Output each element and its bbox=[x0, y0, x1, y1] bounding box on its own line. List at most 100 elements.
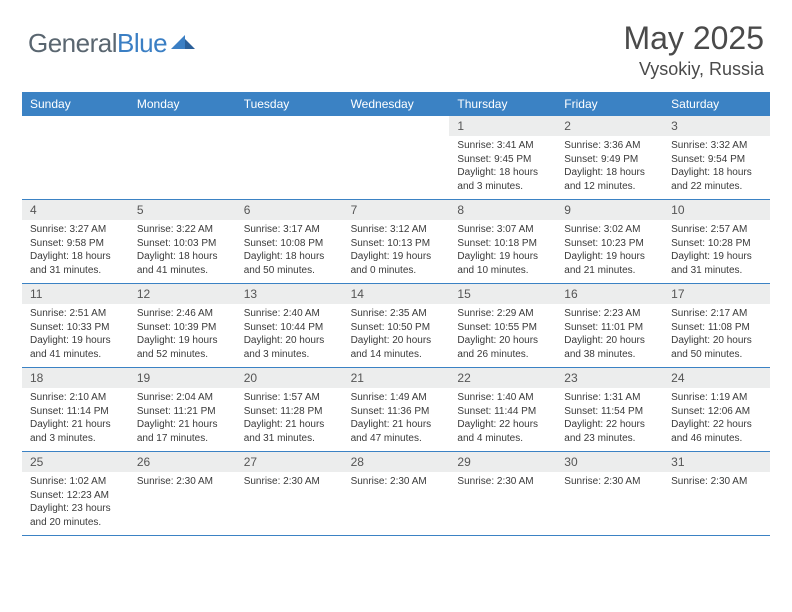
day-cell bbox=[236, 116, 343, 199]
day-line: Sunrise: 2:35 AM bbox=[351, 307, 442, 321]
day-cell: 2Sunrise: 3:36 AMSunset: 9:49 PMDaylight… bbox=[556, 116, 663, 199]
day-line: Daylight: 18 hours and 22 minutes. bbox=[671, 166, 762, 193]
day-header: Wednesday bbox=[343, 92, 450, 116]
day-cell: 20Sunrise: 1:57 AMSunset: 11:28 PMDaylig… bbox=[236, 368, 343, 451]
week-row: 18Sunrise: 2:10 AMSunset: 11:14 PMDaylig… bbox=[22, 368, 770, 452]
day-header: Saturday bbox=[663, 92, 770, 116]
triangle-icon bbox=[171, 31, 195, 56]
day-line: Sunrise: 2:30 AM bbox=[244, 475, 335, 489]
logo: GeneralBlue bbox=[28, 20, 195, 59]
day-body: Sunrise: 1:02 AMSunset: 12:23 AMDaylight… bbox=[22, 472, 129, 535]
day-cell: 11Sunrise: 2:51 AMSunset: 10:33 PMDaylig… bbox=[22, 284, 129, 367]
day-line: Daylight: 19 hours and 52 minutes. bbox=[137, 334, 228, 361]
day-line: Sunrise: 2:30 AM bbox=[457, 475, 548, 489]
day-line: Daylight: 20 hours and 14 minutes. bbox=[351, 334, 442, 361]
day-line: Sunrise: 3:02 AM bbox=[564, 223, 655, 237]
day-cell: 8Sunrise: 3:07 AMSunset: 10:18 PMDayligh… bbox=[449, 200, 556, 283]
day-line: Sunrise: 1:19 AM bbox=[671, 391, 762, 405]
day-line: Daylight: 20 hours and 50 minutes. bbox=[671, 334, 762, 361]
day-line: Sunrise: 2:30 AM bbox=[351, 475, 442, 489]
day-line: Daylight: 18 hours and 31 minutes. bbox=[30, 250, 121, 277]
day-number: 12 bbox=[129, 284, 236, 304]
day-line: Sunrise: 2:51 AM bbox=[30, 307, 121, 321]
day-number: 2 bbox=[556, 116, 663, 136]
day-line: Sunset: 11:01 PM bbox=[564, 321, 655, 335]
day-line: Sunrise: 3:17 AM bbox=[244, 223, 335, 237]
day-cell: 22Sunrise: 1:40 AMSunset: 11:44 PMDaylig… bbox=[449, 368, 556, 451]
day-header: Tuesday bbox=[236, 92, 343, 116]
day-line: Daylight: 22 hours and 46 minutes. bbox=[671, 418, 762, 445]
day-cell: 4Sunrise: 3:27 AMSunset: 9:58 PMDaylight… bbox=[22, 200, 129, 283]
day-number: 15 bbox=[449, 284, 556, 304]
day-line: Daylight: 21 hours and 3 minutes. bbox=[30, 418, 121, 445]
day-body: Sunrise: 2:10 AMSunset: 11:14 PMDaylight… bbox=[22, 388, 129, 451]
day-body: Sunrise: 2:40 AMSunset: 10:44 PMDaylight… bbox=[236, 304, 343, 367]
day-line: Sunrise: 2:23 AM bbox=[564, 307, 655, 321]
day-line: Sunset: 10:33 PM bbox=[30, 321, 121, 335]
location: Vysokiy, Russia bbox=[623, 59, 764, 80]
day-line: Daylight: 22 hours and 4 minutes. bbox=[457, 418, 548, 445]
day-line: Sunrise: 2:29 AM bbox=[457, 307, 548, 321]
day-number: 13 bbox=[236, 284, 343, 304]
day-cell: 23Sunrise: 1:31 AMSunset: 11:54 PMDaylig… bbox=[556, 368, 663, 451]
day-number bbox=[236, 116, 343, 136]
header: GeneralBlue May 2025 Vysokiy, Russia bbox=[0, 0, 792, 86]
day-line: Sunrise: 2:40 AM bbox=[244, 307, 335, 321]
day-number: 14 bbox=[343, 284, 450, 304]
day-number bbox=[343, 116, 450, 136]
day-line: Sunrise: 1:40 AM bbox=[457, 391, 548, 405]
day-line: Sunset: 11:14 PM bbox=[30, 405, 121, 419]
day-number bbox=[22, 116, 129, 136]
day-line: Sunset: 10:23 PM bbox=[564, 237, 655, 251]
day-number: 1 bbox=[449, 116, 556, 136]
day-cell: 30Sunrise: 2:30 AM bbox=[556, 452, 663, 535]
day-line: Sunrise: 2:17 AM bbox=[671, 307, 762, 321]
day-line: Daylight: 18 hours and 50 minutes. bbox=[244, 250, 335, 277]
day-cell: 14Sunrise: 2:35 AMSunset: 10:50 PMDaylig… bbox=[343, 284, 450, 367]
day-number: 27 bbox=[236, 452, 343, 472]
day-body: Sunrise: 2:30 AM bbox=[129, 472, 236, 495]
day-line: Sunset: 9:58 PM bbox=[30, 237, 121, 251]
day-number: 16 bbox=[556, 284, 663, 304]
day-line: Daylight: 23 hours and 20 minutes. bbox=[30, 502, 121, 529]
day-cell: 13Sunrise: 2:40 AMSunset: 10:44 PMDaylig… bbox=[236, 284, 343, 367]
day-body: Sunrise: 3:02 AMSunset: 10:23 PMDaylight… bbox=[556, 220, 663, 283]
day-body bbox=[22, 136, 129, 145]
day-line: Sunrise: 1:49 AM bbox=[351, 391, 442, 405]
day-body: Sunrise: 1:49 AMSunset: 11:36 PMDaylight… bbox=[343, 388, 450, 451]
day-body: Sunrise: 2:30 AM bbox=[663, 472, 770, 495]
day-body: Sunrise: 2:35 AMSunset: 10:50 PMDaylight… bbox=[343, 304, 450, 367]
day-number: 6 bbox=[236, 200, 343, 220]
day-body: Sunrise: 3:07 AMSunset: 10:18 PMDaylight… bbox=[449, 220, 556, 283]
day-number: 5 bbox=[129, 200, 236, 220]
day-number: 28 bbox=[343, 452, 450, 472]
day-body: Sunrise: 2:04 AMSunset: 11:21 PMDaylight… bbox=[129, 388, 236, 451]
day-line: Daylight: 19 hours and 31 minutes. bbox=[671, 250, 762, 277]
day-cell: 15Sunrise: 2:29 AMSunset: 10:55 PMDaylig… bbox=[449, 284, 556, 367]
day-line: Sunset: 12:06 AM bbox=[671, 405, 762, 419]
week-row: 4Sunrise: 3:27 AMSunset: 9:58 PMDaylight… bbox=[22, 200, 770, 284]
day-body: Sunrise: 1:19 AMSunset: 12:06 AMDaylight… bbox=[663, 388, 770, 451]
day-cell: 12Sunrise: 2:46 AMSunset: 10:39 PMDaylig… bbox=[129, 284, 236, 367]
day-line: Sunset: 10:39 PM bbox=[137, 321, 228, 335]
day-number: 30 bbox=[556, 452, 663, 472]
day-header: Thursday bbox=[449, 92, 556, 116]
day-line: Daylight: 19 hours and 21 minutes. bbox=[564, 250, 655, 277]
day-cell bbox=[129, 116, 236, 199]
day-body bbox=[129, 136, 236, 145]
day-line: Daylight: 21 hours and 31 minutes. bbox=[244, 418, 335, 445]
day-cell: 10Sunrise: 2:57 AMSunset: 10:28 PMDaylig… bbox=[663, 200, 770, 283]
day-line: Sunrise: 2:30 AM bbox=[137, 475, 228, 489]
day-cell: 18Sunrise: 2:10 AMSunset: 11:14 PMDaylig… bbox=[22, 368, 129, 451]
day-line: Daylight: 20 hours and 26 minutes. bbox=[457, 334, 548, 361]
day-line: Daylight: 19 hours and 0 minutes. bbox=[351, 250, 442, 277]
day-line: Sunset: 10:50 PM bbox=[351, 321, 442, 335]
day-number: 20 bbox=[236, 368, 343, 388]
logo-word-a: General bbox=[28, 28, 117, 58]
day-line: Sunrise: 3:07 AM bbox=[457, 223, 548, 237]
day-cell: 26Sunrise: 2:30 AM bbox=[129, 452, 236, 535]
day-cell: 6Sunrise: 3:17 AMSunset: 10:08 PMDayligh… bbox=[236, 200, 343, 283]
day-header: Sunday bbox=[22, 92, 129, 116]
day-cell: 9Sunrise: 3:02 AMSunset: 10:23 PMDayligh… bbox=[556, 200, 663, 283]
day-number: 9 bbox=[556, 200, 663, 220]
